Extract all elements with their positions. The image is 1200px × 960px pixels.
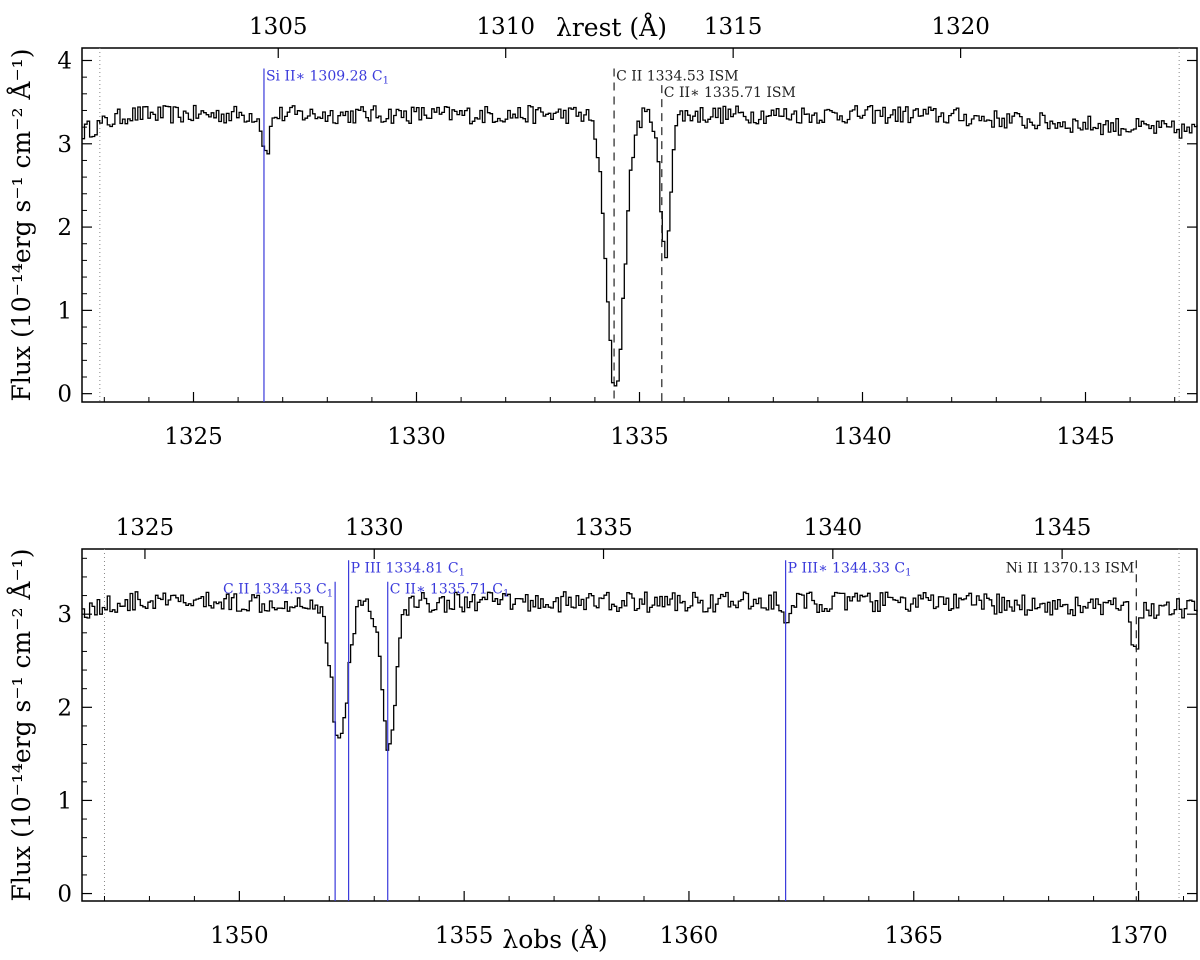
top-tick-label: 1315 [704,14,763,40]
y-tick-label: 2 [57,695,72,721]
x-tick-label: 1330 [387,424,446,450]
x-tick-label: 1360 [660,923,719,949]
plot-frame [81,47,1198,403]
annotation-subscript: 1 [327,589,333,600]
x-tick-label: 1355 [435,923,494,949]
annotation-subscript: 1 [905,567,911,578]
y-tick-label: 3 [57,132,72,158]
panel-bottom: 1350 1355 1360 1365 1370 1325 1330 1335 1340 1345… [57,515,1198,949]
line-annotation: P III 1334.81 C1 [351,560,465,578]
line-annotation: Si II∗ 1309.28 C1 [266,68,389,86]
top-tick-label: 1320 [931,14,990,40]
line-annotation: Ni II 1370.13 ISM [1006,560,1135,576]
line-annotation: C II 1334.53 C1 [223,582,333,600]
spectrum-line [82,104,1198,387]
y-axis-title-top: Flux (10⁻¹⁴erg s⁻¹ cm⁻² Å⁻¹) [6,49,36,402]
spectrum-line [82,591,1198,751]
line-annotation: C II∗ 1335.71 C1 [390,582,510,600]
y-tick-label: 3 [57,602,72,628]
bottom-axis-title: λobs (Å) [502,924,607,954]
y-tick-label: 2 [57,215,72,241]
annotation-subscript: 1 [383,75,389,86]
top-tick-label: 1340 [804,515,863,541]
top-tick-label: 1310 [476,14,535,40]
annotation-subscript: 1 [503,589,509,600]
top-tick-label: 1345 [1033,515,1092,541]
y-tick-label: 1 [57,788,72,814]
x-tick-label: 1345 [1056,424,1115,450]
top-axis-title: λrest (Å) [556,12,667,42]
annotation-subscript: 1 [459,567,465,578]
y-tick-label: 0 [57,882,72,908]
top-tick-label: 1335 [574,515,633,541]
line-annotation: P III∗ 1344.33 C1 [788,560,912,578]
x-tick-label: 1370 [1109,923,1168,949]
top-tick-label: 1325 [116,515,175,541]
y-tick-label: 4 [57,48,72,74]
panel-top: 1325 1330 1335 1340 1345 1305 1310 1315 1320 0 1 2 3… [57,14,1198,450]
x-tick-label: 1350 [210,923,269,949]
x-tick-label: 1325 [164,424,223,450]
top-tick-label: 1305 [249,14,308,40]
plot-frame [81,548,1198,902]
y-axis-title-bottom: Flux (10⁻¹⁴erg s⁻¹ cm⁻² Å⁻¹) [6,549,36,902]
x-tick-label: 1365 [884,923,943,949]
line-annotation: C II∗ 1335.71 ISM [664,85,796,101]
y-tick-label: 0 [57,382,72,408]
x-tick-label: 1335 [610,424,669,450]
y-tick-label: 1 [57,298,72,324]
line-annotation: C II 1334.53 ISM [616,68,738,84]
x-tick-label: 1340 [833,424,892,450]
top-tick-label: 1330 [345,515,404,541]
